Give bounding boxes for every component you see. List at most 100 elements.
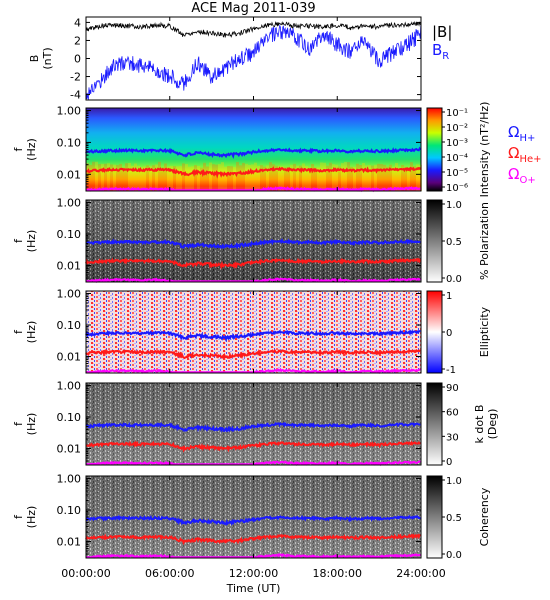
intensity-stripe — [356, 163, 359, 191]
intensity-stripe — [128, 162, 131, 191]
intensity-stripe — [266, 165, 269, 191]
intensity-colorbar-tick-label: 10⁻² — [446, 123, 468, 134]
intensity-stripe — [116, 165, 119, 191]
coherency-colorbar: 1.0 0.5 0.0 Coherency — [426, 475, 491, 561]
coherency-ylabel-bottom: (Hz) — [25, 506, 38, 529]
field-ylabel-top: B — [28, 55, 41, 63]
polarization-ytick-label: 0.10 — [57, 228, 82, 241]
polarization-colorbar-tick-label: 0.0 — [446, 274, 462, 285]
intensity-stripe — [350, 166, 353, 191]
intensity-stripe — [89, 164, 92, 191]
intensity-stripe — [122, 167, 125, 191]
polarization-colorbar: 1.0 0.5 0.0 % Polarization — [426, 199, 491, 285]
intensity-stripe — [101, 163, 104, 191]
coherency-ylabel: f (Hz) — [12, 506, 38, 529]
intensity-stripe — [146, 165, 149, 191]
kdotb-spectrogram-texture — [86, 383, 421, 465]
intensity-ylabel-top: f — [12, 146, 25, 151]
ellipticity-ytick-label: 0.10 — [57, 319, 82, 332]
intensity-stripe — [299, 165, 302, 191]
x-tick-label: 12:00:00 — [229, 567, 278, 580]
intensity-stripe — [290, 164, 293, 191]
intensity-stripe — [305, 165, 308, 191]
intensity-stripe — [179, 166, 182, 191]
intensity-stripe — [149, 166, 152, 191]
polarization-colorbar-label: % Polarization — [478, 202, 491, 280]
coherency-colorbar-label-group: Coherency — [478, 487, 491, 546]
kdotb-colorbar-label-group: k dot B (Deg) — [473, 405, 499, 444]
intensity-stripe — [365, 165, 368, 191]
intensity-stripe — [131, 165, 134, 191]
he-plus-gyrofrequency-line — [85, 533, 422, 546]
field-panel: 420-2-4B (nT)|B|BR — [28, 16, 452, 101]
intensity-stripe — [293, 163, 296, 191]
field-ylabel-bottom: (nT) — [41, 47, 54, 69]
coherency-panel: 1.00 0.10 0.01 f (Hz) 1.0 0.5 0.0 Coherency — [12, 472, 491, 561]
ellipticity-colorbar-tick-label: 0 — [446, 328, 452, 339]
intensity-stripe — [362, 162, 365, 191]
kdotb-ylabel-bottom: (Hz) — [25, 413, 38, 436]
field-legend-entry: |B| — [432, 23, 452, 41]
ellipticity-ylabel-bottom: (Hz) — [25, 321, 38, 344]
polarization-ylabel: f (Hz) — [12, 230, 38, 253]
intensity-stripe — [407, 167, 410, 191]
intensity-ytick-label: 0.10 — [57, 136, 82, 149]
field-legend-label: |B| — [432, 23, 452, 41]
intensity-stripe — [224, 166, 227, 191]
polarization-colorbar-tick-label: 1.0 — [446, 200, 462, 211]
field-legend-main: |B| — [432, 23, 452, 41]
coherency-colorbar-tick-label: 0.5 — [446, 513, 462, 524]
intensity-stripe — [188, 166, 191, 191]
ion-legend-sub: He+ — [519, 154, 541, 165]
kdotb-colorbar: 90 60 30 0 k dot B (Deg) — [426, 382, 499, 468]
intensity-stripe — [317, 167, 320, 191]
coherency-ytick-label: 0.01 — [57, 536, 82, 549]
field-legend-entry: BR — [432, 41, 449, 62]
intensity-colorbar-tick-label: 10⁻⁴ — [446, 153, 468, 164]
intensity-stripe — [164, 163, 167, 191]
intensity-ytick-label: 0.01 — [57, 168, 82, 181]
intensity-stripe — [203, 162, 206, 191]
intensity-stripe — [125, 163, 128, 191]
field-ytick-label: 2 — [74, 34, 81, 47]
intensity-stripe — [410, 162, 413, 191]
intensity-stripe — [182, 163, 185, 191]
coherency-colorbar-gradient — [426, 475, 443, 559]
intensity-stripe — [167, 166, 170, 191]
intensity-stripe — [287, 167, 290, 191]
field-legend-label: BR — [432, 41, 449, 62]
intensity-stripe — [155, 164, 158, 191]
he-plus-gyrofrequency-line — [85, 166, 422, 179]
intensity-stripe — [386, 166, 389, 191]
intensity-stripe — [140, 167, 143, 191]
kdotb-ytick-label: 1.00 — [57, 379, 82, 392]
field-ylabel: B (nT) — [28, 47, 54, 69]
polarization-ylabel-top: f — [12, 238, 25, 243]
intensity-stripe — [218, 164, 221, 191]
intensity-stripe — [143, 166, 146, 191]
intensity-stripe — [170, 165, 173, 191]
intensity-stripe — [110, 164, 113, 191]
coherency-ytick-label: 0.10 — [57, 504, 82, 517]
kdotb-colorbar-label-unit: (Deg) — [486, 409, 499, 440]
intensity-stripe — [200, 167, 203, 191]
intensity-colorbar-gradient — [426, 107, 443, 192]
intensity-stripe — [284, 167, 287, 191]
h-plus-gyrofrequency-line — [85, 514, 421, 526]
polarization-ylabel-bottom: (Hz) — [25, 230, 38, 253]
coherency-ytick-label: 1.00 — [57, 472, 82, 485]
kdotb-ytick-label: 0.10 — [57, 411, 82, 424]
polarization-colorbar-tick-label: 0.5 — [446, 237, 462, 248]
h-plus-gyrofrequency-line — [85, 238, 421, 250]
intensity-stripe — [233, 167, 236, 191]
intensity-stripe — [413, 166, 416, 191]
h-plus-gyrofrequency-line — [85, 146, 422, 160]
ion-legend-sub: H+ — [519, 133, 535, 144]
kdotb-colorbar-gradient — [426, 382, 443, 466]
intensity-stripe — [158, 161, 161, 191]
he-plus-gyrofrequency-line — [85, 348, 422, 360]
kdotb-colorbar-tick-label: 30 — [446, 432, 459, 443]
intensity-stripe — [338, 166, 341, 191]
intensity-stripe — [242, 162, 245, 191]
